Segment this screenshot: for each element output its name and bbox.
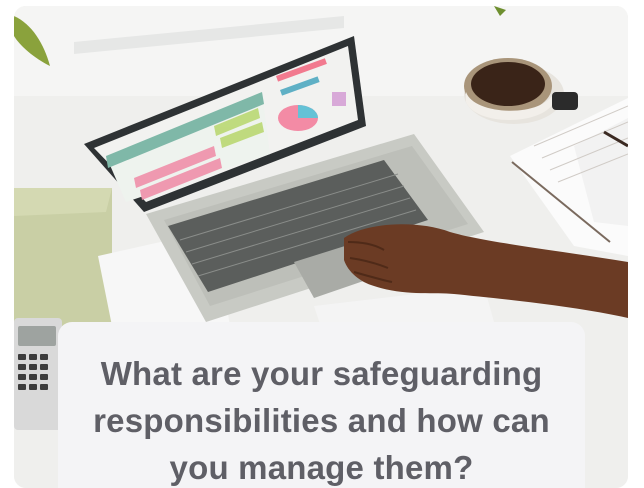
article-title[interactable]: What are your safeguarding responsibilit…	[93, 355, 550, 486]
coffee-cup	[464, 58, 578, 124]
workspace-photo	[14, 6, 628, 488]
article-card[interactable]: What are your safeguarding responsibilit…	[14, 6, 628, 488]
laptop	[84, 36, 484, 322]
hand	[344, 224, 628, 318]
envelope	[14, 188, 112, 328]
calculator	[14, 318, 62, 430]
plant-leaf	[14, 16, 50, 66]
notebook	[510, 98, 628, 256]
caption-panel: What are your safeguarding responsibilit…	[58, 322, 585, 488]
